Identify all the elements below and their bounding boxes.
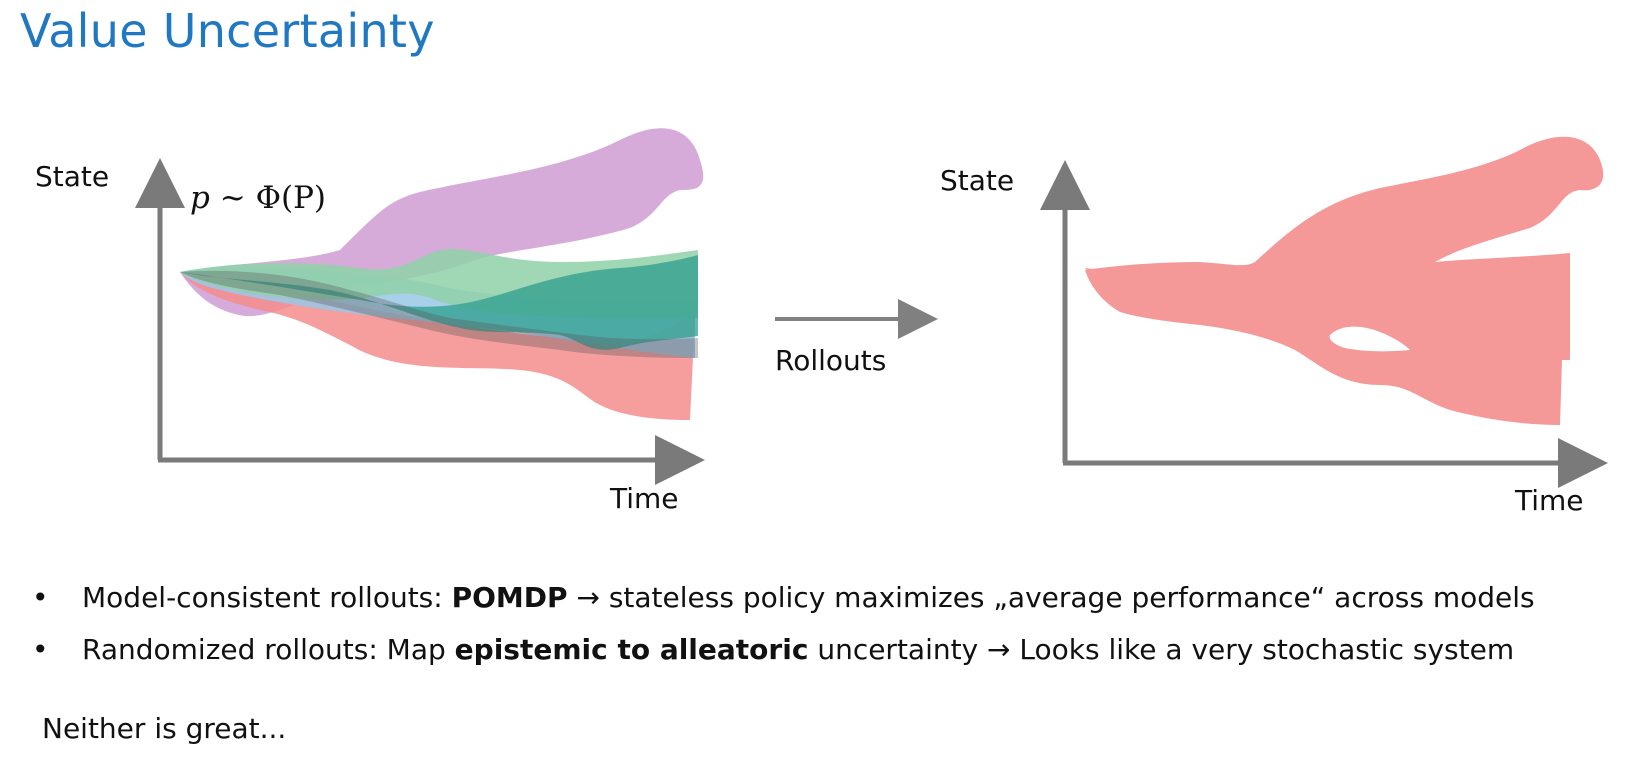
- left-y-axis-label: State: [35, 160, 110, 193]
- bullet-item: Model-consistent rollouts: POMDP → state…: [30, 572, 1535, 624]
- band-teal: [180, 255, 698, 350]
- bullet-text-post: stateless policy maximizes „average perf…: [599, 581, 1535, 614]
- rollouts-label: Rollouts: [775, 344, 887, 377]
- bullet-text-post: uncertainty → Looks like a very stochast…: [808, 633, 1515, 666]
- bullet-text-pre: Model-consistent rollouts:: [82, 581, 452, 614]
- right-x-axis-label: Time: [1515, 484, 1584, 517]
- formula-var: p: [190, 180, 210, 216]
- arrow-right-icon: →: [576, 581, 600, 614]
- band-red: [180, 272, 695, 420]
- bullet-text-bold: epistemic to alleatoric: [454, 633, 809, 666]
- band-combined: [1085, 136, 1604, 425]
- left-x-axis-label: Time: [610, 482, 679, 515]
- page-title: Value Uncertainty: [20, 4, 435, 58]
- bullet-list: Model-consistent rollouts: POMDP → state…: [30, 572, 1535, 676]
- bullet-text-pre: Randomized rollouts: Map: [82, 633, 455, 666]
- formula-rel: ~: [219, 180, 246, 216]
- right-rollout-band: [1085, 136, 1604, 425]
- left-rollout-bands: [180, 128, 704, 420]
- bullet-item: Randomized rollouts: Map epistemic to al…: [30, 624, 1535, 676]
- note-text: Neither is great...: [42, 712, 287, 745]
- formula: p ~ Φ(P): [190, 180, 326, 216]
- band-grey-overlay: [180, 270, 698, 358]
- formula-dist: Φ(P): [255, 180, 327, 216]
- bullet-text-bold: POMDP: [451, 581, 568, 614]
- band-edge: [1085, 268, 1100, 278]
- band-hole: [1329, 326, 1410, 352]
- right-y-axis-label: State: [940, 164, 1015, 197]
